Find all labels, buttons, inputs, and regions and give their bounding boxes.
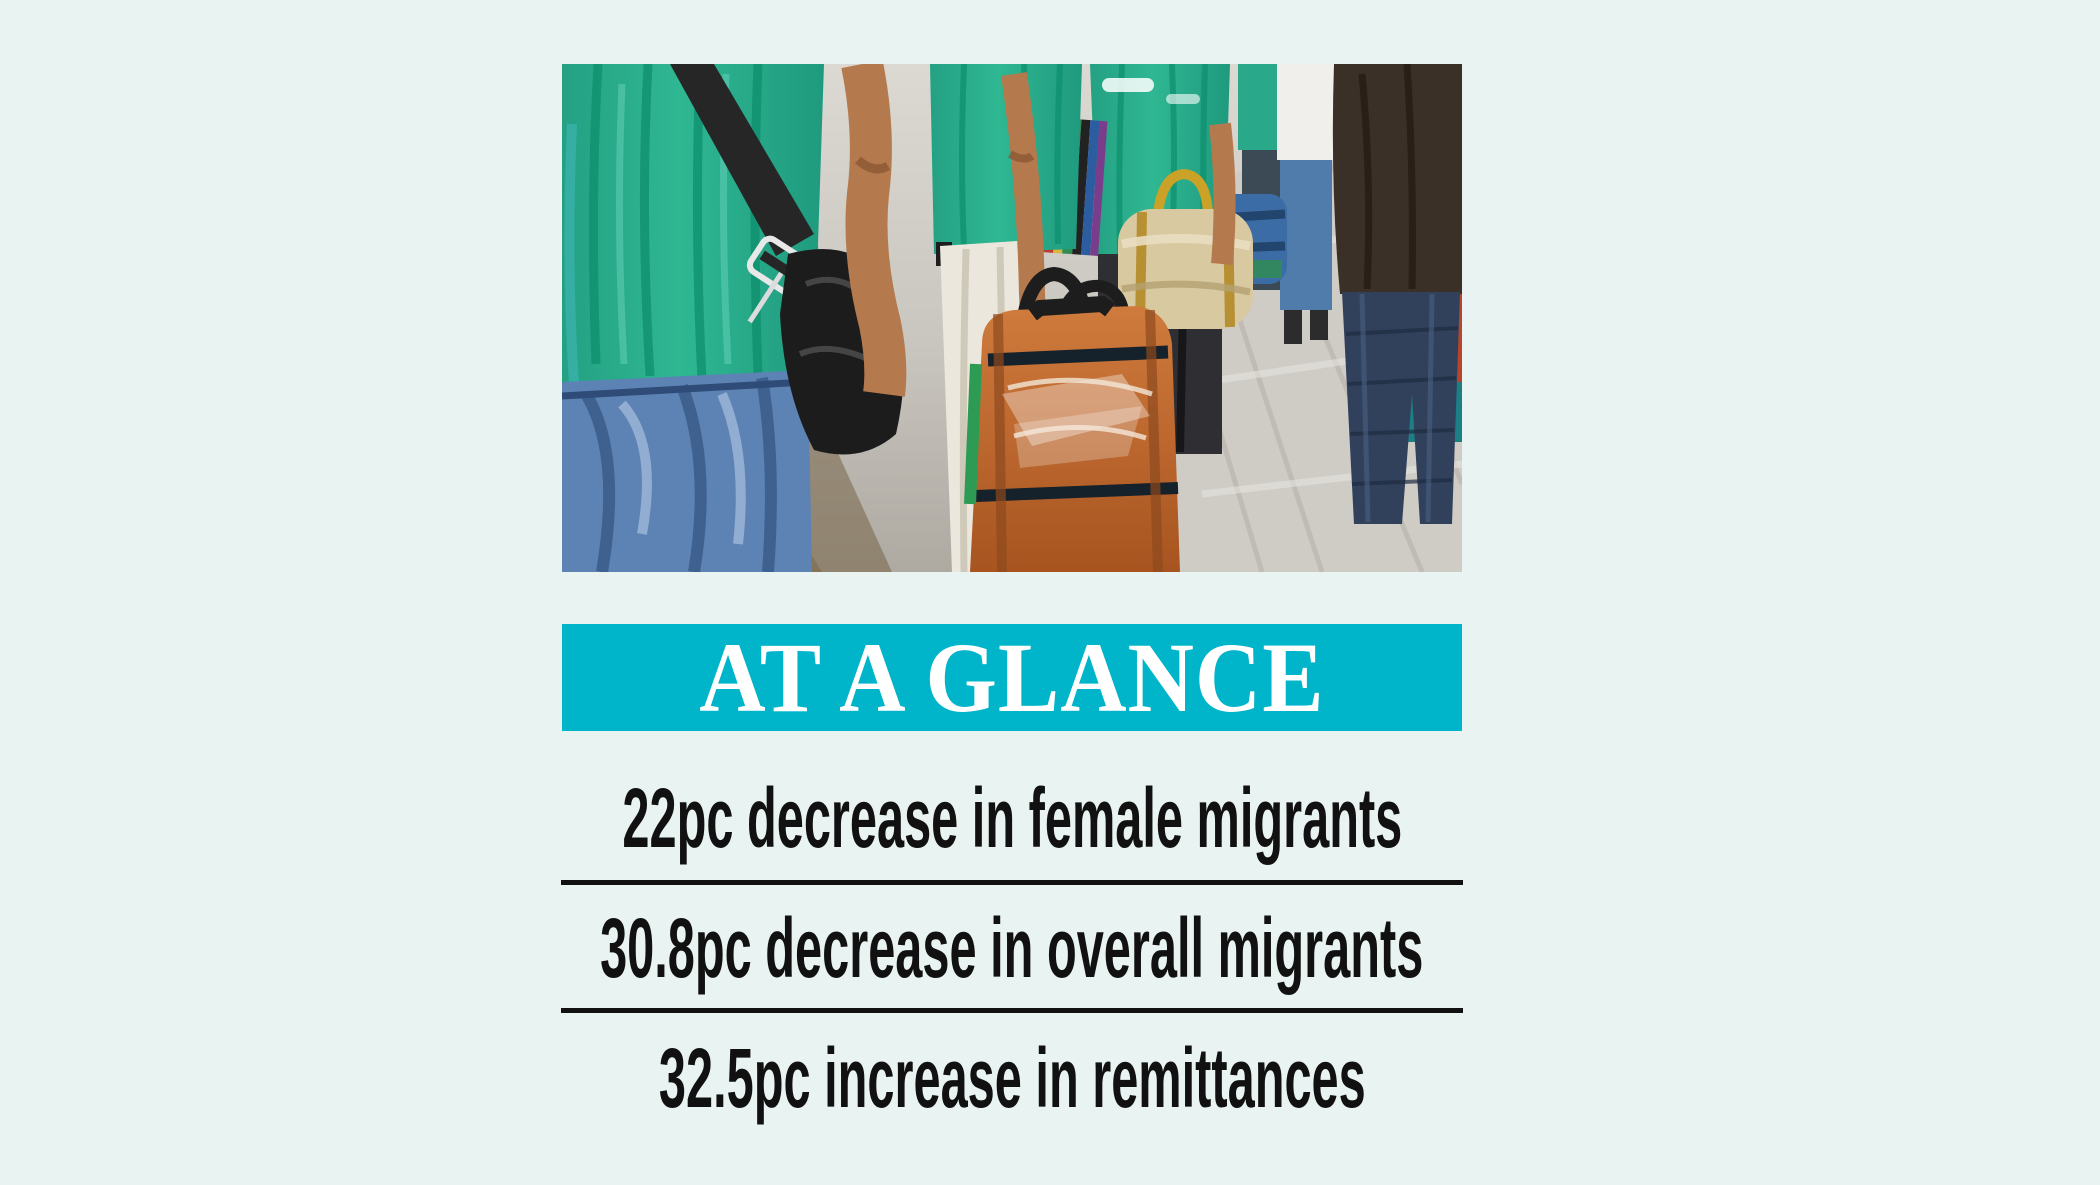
foreground-man [562,64,907,572]
stat-text: 30.8pc decrease in overall migrants [600,901,1424,995]
man-dark-jacket [1332,64,1462,524]
orange-luggage-bag [964,266,1180,572]
stat-row-female-migrants: 22pc decrease in female migrants [562,762,1462,874]
stat-text: 32.5pc increase in remittances [658,1031,1366,1125]
stat-text: 22pc decrease in female migrants [622,771,1402,865]
distant-queue [1238,64,1335,344]
migrants-photo [562,64,1462,572]
stat-row-remittances: 32.5pc increase in remittances [562,1022,1462,1134]
stat-row-overall-migrants: 30.8pc decrease in overall migrants [562,892,1462,1004]
bare-arm [841,64,907,397]
at-a-glance-banner: AT A GLANCE [562,624,1462,731]
banner-title: AT A GLANCE [699,621,1325,733]
divider-line [561,1008,1463,1013]
bag-strap [670,64,814,256]
migrants-photo-illustration [562,64,1462,572]
divider-line [561,880,1463,885]
jeans [562,370,812,572]
